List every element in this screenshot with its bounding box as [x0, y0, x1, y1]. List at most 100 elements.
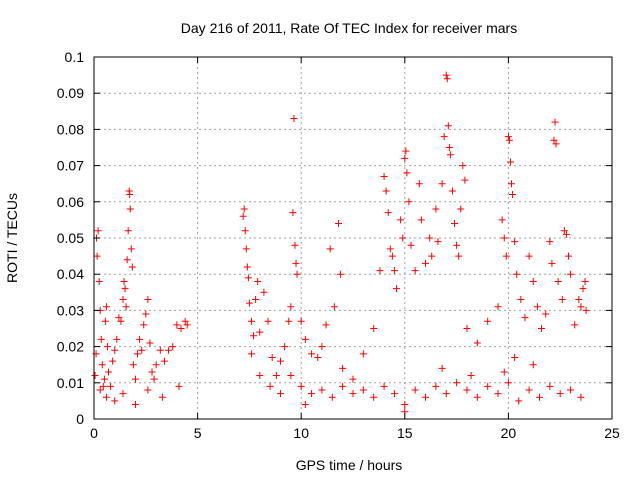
data-point [136, 335, 144, 343]
data-point [401, 401, 409, 409]
data-point [165, 346, 173, 354]
data-point [401, 154, 409, 162]
data-point [445, 144, 453, 151]
data-point [183, 321, 191, 329]
data-point [494, 303, 502, 311]
data-point [111, 397, 119, 405]
x-tick-label: 25 [604, 425, 620, 441]
data-point [260, 288, 268, 296]
data-point [326, 245, 334, 253]
data-point [455, 252, 463, 260]
data-point [173, 321, 181, 329]
data-point [432, 382, 440, 390]
data-point [308, 390, 316, 398]
data-point [390, 390, 398, 398]
data-point [443, 75, 451, 83]
data-point [556, 390, 564, 398]
data-point [428, 252, 436, 260]
data-point [384, 209, 392, 217]
data-point [96, 386, 104, 394]
data-point [411, 386, 419, 394]
y-tick-label: 0.01 [57, 375, 84, 391]
data-point [111, 346, 119, 354]
data-point [451, 220, 459, 228]
data-point [264, 317, 272, 325]
data-point [131, 375, 139, 383]
data-point [444, 122, 452, 130]
chart-title: Day 216 of 2011, Rate Of TEC Index for r… [181, 20, 517, 36]
data-point [484, 382, 492, 390]
data-point [119, 390, 127, 398]
data-point [131, 401, 139, 409]
data-point [134, 350, 142, 358]
data-point [438, 364, 446, 372]
data-point [144, 296, 152, 304]
y-tick-label: 0.02 [57, 339, 84, 355]
data-point [318, 386, 326, 394]
data-point [494, 390, 502, 398]
data-point [370, 393, 378, 401]
data-point [272, 372, 280, 380]
data-point [181, 317, 189, 325]
data-point [126, 191, 134, 199]
data-point [287, 372, 295, 380]
data-point [581, 277, 589, 285]
y-tick-label: 0 [76, 411, 84, 427]
data-point [575, 296, 583, 304]
x-tick-label: 20 [501, 425, 517, 441]
data-point [506, 158, 514, 166]
data-point [328, 393, 336, 401]
data-point [453, 241, 461, 249]
data-point [473, 393, 481, 401]
data-point [314, 353, 322, 361]
data-point [245, 299, 253, 307]
data-point [405, 198, 413, 206]
data-point [533, 303, 541, 311]
data-point [285, 317, 293, 325]
data-point [256, 328, 264, 336]
data-points [91, 71, 590, 416]
data-point [562, 230, 570, 238]
data-point [308, 350, 316, 358]
data-point [551, 118, 559, 126]
data-point [91, 372, 99, 380]
data-point [97, 335, 105, 343]
data-point [142, 310, 150, 318]
data-point [411, 267, 419, 275]
data-point [504, 379, 512, 387]
data-point [297, 317, 305, 325]
data-point [334, 220, 342, 228]
data-point [126, 205, 134, 213]
data-point [359, 386, 367, 394]
data-point [281, 343, 289, 351]
data-point [380, 172, 388, 180]
data-point [440, 133, 448, 141]
data-point [393, 285, 401, 293]
data-point [457, 205, 465, 213]
data-point [511, 353, 519, 361]
data-point [242, 245, 250, 253]
data-point [359, 350, 367, 358]
data-point [244, 274, 252, 282]
data-point [521, 314, 529, 322]
data-point [102, 393, 110, 401]
x-axis-title: GPS time / hours [296, 457, 403, 473]
data-point [240, 205, 248, 213]
data-point [98, 361, 106, 369]
y-tick-label: 0.09 [57, 85, 84, 101]
data-point [577, 303, 585, 311]
data-point [292, 259, 300, 267]
data-point [502, 252, 510, 260]
data-point [461, 176, 469, 184]
y-tick-label: 0.06 [57, 194, 84, 210]
data-point [177, 325, 185, 332]
y-tick-label: 0.1 [65, 49, 85, 65]
data-point [349, 390, 357, 398]
data-point [546, 238, 554, 246]
data-point [239, 212, 247, 220]
data-point [397, 216, 405, 224]
data-point [426, 234, 434, 242]
data-point [291, 241, 299, 249]
data-point [138, 346, 146, 354]
